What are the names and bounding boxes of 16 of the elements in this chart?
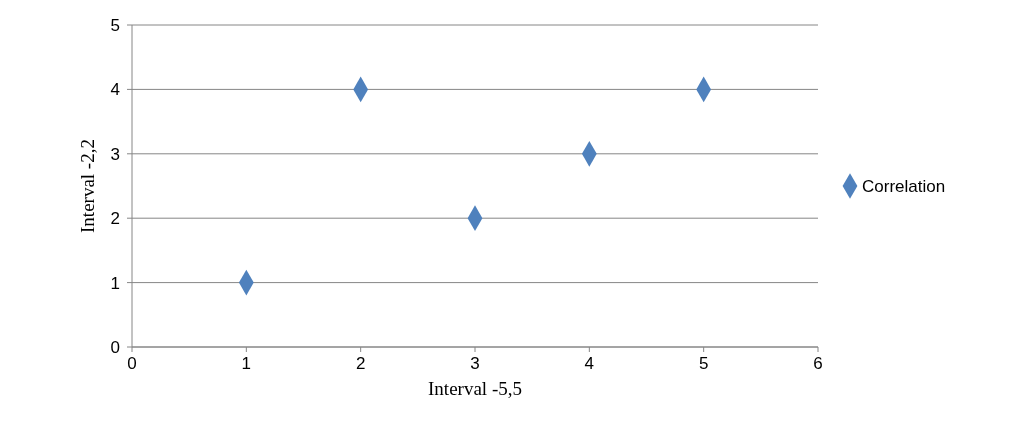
- x-tick-label: 5: [698, 354, 709, 373]
- x-tick-label: 0: [127, 354, 137, 373]
- x-axis-title: Interval -5,5: [428, 378, 522, 399]
- y-axis-title: Interval -2,2: [77, 139, 98, 233]
- y-tick-label: 0: [110, 337, 120, 357]
- y-tick-label: 4: [110, 80, 120, 100]
- x-tick-label: 3: [470, 354, 480, 373]
- x-tick-label: 4: [584, 354, 595, 373]
- x-tick-label: 1: [241, 354, 252, 373]
- y-tick-label: 2: [110, 209, 120, 229]
- y-tick-label: 1: [110, 273, 120, 293]
- y-tick-label: 5: [110, 15, 120, 35]
- legend-label: Correlation: [862, 176, 946, 196]
- x-tick-label: 2: [355, 354, 366, 373]
- x-tick-label: 6: [813, 354, 823, 373]
- y-tick-label: 3: [110, 144, 120, 164]
